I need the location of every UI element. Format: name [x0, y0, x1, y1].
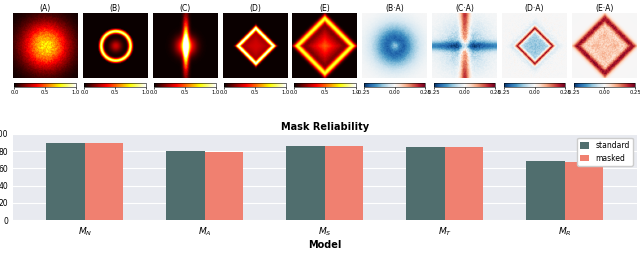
- X-axis label: Model: Model: [308, 240, 342, 250]
- Title: (C): (C): [179, 4, 191, 13]
- Bar: [46, 143, 85, 220]
- Title: (C·A): (C·A): [455, 4, 474, 13]
- Title: (D·A): (D·A): [525, 4, 544, 13]
- Bar: [406, 147, 445, 220]
- Bar: [85, 143, 124, 220]
- Bar: [565, 162, 604, 220]
- Title: (E): (E): [319, 4, 330, 13]
- Bar: [325, 146, 364, 220]
- Title: (A): (A): [40, 4, 51, 13]
- Title: (D): (D): [249, 4, 261, 13]
- Title: Mask Reliability: Mask Reliability: [281, 122, 369, 132]
- Bar: [205, 152, 243, 220]
- Bar: [287, 146, 325, 220]
- Bar: [166, 151, 205, 220]
- Title: (E·A): (E·A): [595, 4, 614, 13]
- Title: (B·A): (B·A): [385, 4, 404, 13]
- Title: (B): (B): [109, 4, 120, 13]
- Bar: [527, 161, 565, 220]
- Bar: [445, 147, 483, 220]
- Legend: standard, masked: standard, masked: [577, 138, 633, 166]
